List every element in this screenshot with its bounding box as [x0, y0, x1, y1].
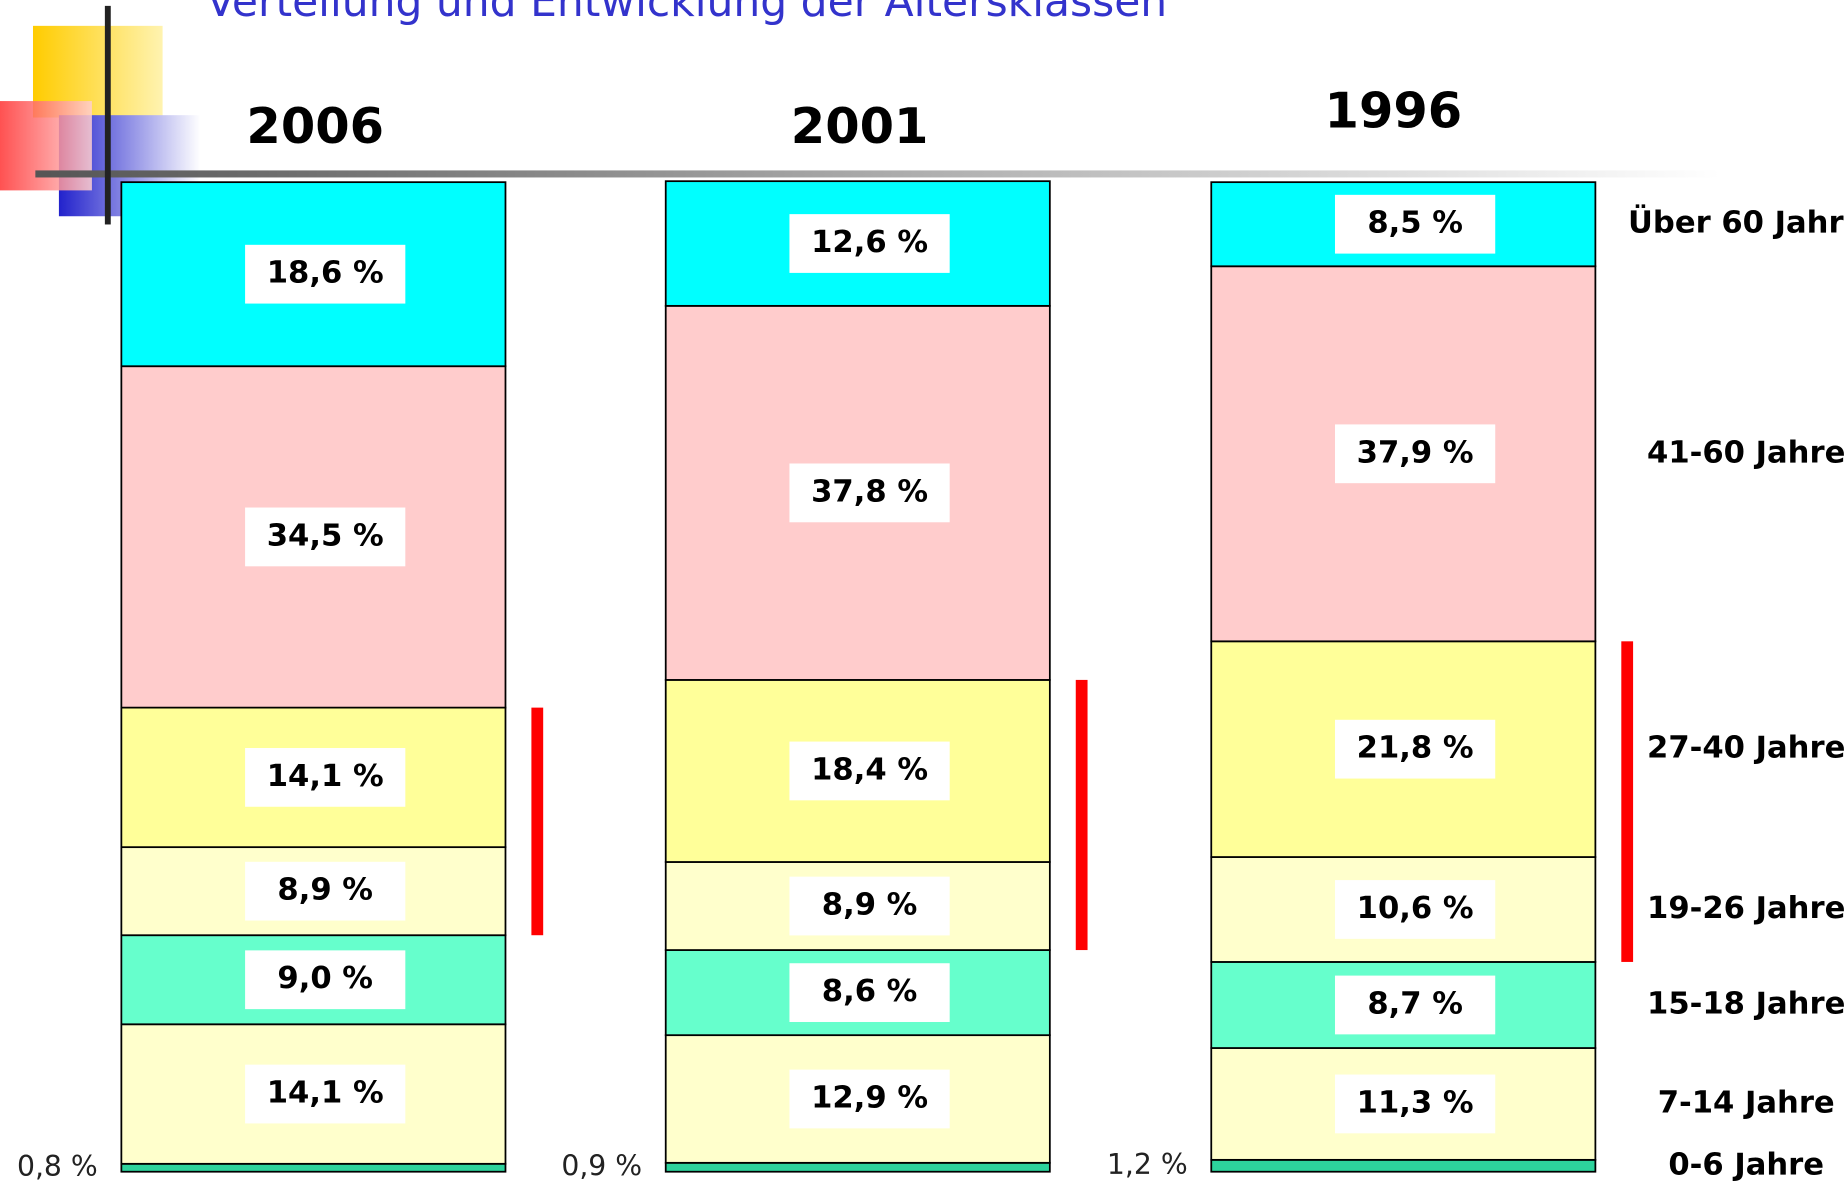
- value-label: 12,6 %: [811, 225, 928, 260]
- value-label: 11,3 %: [1357, 1085, 1474, 1120]
- value-label: 37,8 %: [811, 474, 928, 509]
- value-label-box: [245, 748, 406, 807]
- value-label-box: [245, 244, 406, 304]
- value-label: 10,6 %: [1357, 891, 1474, 926]
- value-label: 34,5 %: [267, 518, 384, 553]
- value-label: 8,9 %: [822, 888, 918, 923]
- legend-label: 7-14 Jahre: [1658, 1085, 1835, 1120]
- value-label-box: [1334, 719, 1496, 779]
- value-label-box: [789, 1069, 950, 1129]
- x-tick-label: 2001: [791, 97, 929, 155]
- legend-label: Über 60 Jahre: [1628, 204, 1844, 241]
- x-tick-label: 2006: [246, 97, 384, 155]
- value-label-box: [1334, 424, 1496, 484]
- bracket: [1621, 641, 1634, 962]
- value-label-box: [1334, 194, 1496, 254]
- legend-label: 15-18 Jahre: [1647, 987, 1844, 1022]
- x-tick-label: 1996: [1325, 82, 1463, 140]
- value-label-box: [789, 741, 950, 801]
- chart-title: Verteilung und Entwicklung der Alterskla…: [206, 0, 1167, 26]
- value-label: 14,1 %: [267, 1076, 384, 1111]
- value-label-box: [789, 963, 950, 1022]
- value-label-box: [1334, 1074, 1496, 1134]
- value-label-box: [245, 507, 406, 567]
- value-label-box: [245, 950, 406, 1010]
- value-label-box: [789, 876, 950, 936]
- value-label: 8,7 %: [1367, 987, 1463, 1022]
- bar-segment: [1210, 1158, 1597, 1173]
- legend-label: 27-40 Jahre: [1647, 731, 1844, 766]
- value-label: 18,6 %: [267, 256, 384, 291]
- value-label: 8,6 %: [822, 974, 918, 1009]
- value-label-box: [1334, 880, 1496, 939]
- bracket: [1075, 679, 1088, 951]
- value-label: 0,9 %: [561, 1149, 642, 1182]
- legend-label: 19-26 Jahre: [1647, 891, 1844, 926]
- value-label: 37,9 %: [1357, 435, 1474, 470]
- legend-label: 0-6 Jahre: [1668, 1147, 1824, 1182]
- bar-segment: [664, 1161, 1051, 1173]
- legend-label: 41-60 Jahre: [1647, 435, 1844, 470]
- value-label: 9,0 %: [277, 961, 373, 996]
- bracket: [531, 707, 544, 936]
- value-label: 8,9 %: [277, 873, 373, 908]
- value-label: 0,8 %: [17, 1150, 98, 1183]
- value-label-box: [789, 214, 950, 273]
- value-label: 8,5 %: [1367, 206, 1463, 241]
- value-label: 18,4 %: [811, 752, 928, 787]
- bar-segment: [120, 1162, 507, 1173]
- value-label-box: [245, 861, 406, 921]
- value-label-box: [245, 1064, 406, 1124]
- value-label: 12,9 %: [811, 1081, 928, 1116]
- value-label-box: [789, 463, 950, 523]
- value-label: 14,1 %: [267, 759, 384, 794]
- value-label-box: [1334, 975, 1496, 1035]
- decoration: [0, 5, 1721, 225]
- value-label: 1,2 %: [1107, 1148, 1188, 1181]
- value-label: 21,8 %: [1357, 731, 1474, 766]
